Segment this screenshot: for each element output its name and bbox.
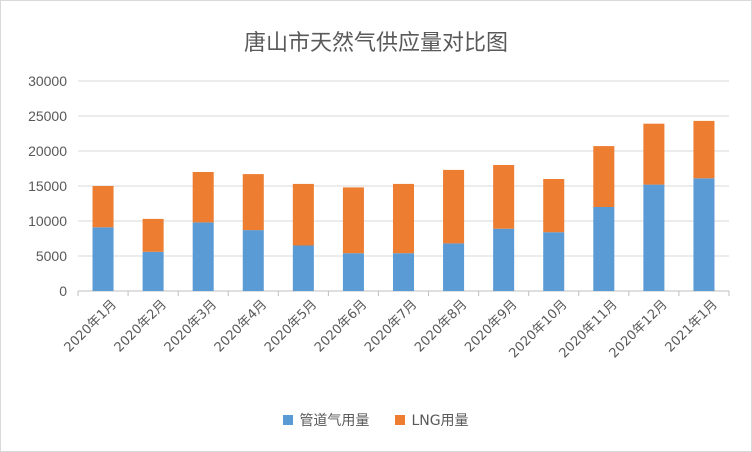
y-tick-label: 30000 xyxy=(28,73,67,89)
x-tick-label: 2020年1月 xyxy=(62,297,120,355)
legend-label-pipeline: 管道气用量 xyxy=(299,413,370,429)
bar-segment-lng xyxy=(693,120,715,179)
x-tick-label: 2020年8月 xyxy=(412,297,470,355)
legend-swatch-lng xyxy=(395,415,406,425)
legend-swatch-pipeline xyxy=(283,415,294,425)
bar-segment-lng xyxy=(543,179,565,233)
x-tick-label: 2020年5月 xyxy=(262,297,320,355)
bar-segment-lng xyxy=(342,187,364,254)
bar-segment-lng xyxy=(292,183,314,246)
bar-segment-pipeline xyxy=(693,178,715,291)
bar-segment-lng xyxy=(192,172,214,223)
bar-segment-lng xyxy=(92,186,114,228)
x-tick-label: 2020年6月 xyxy=(312,297,370,355)
chart-title: 唐山市天然气供应量对比图 xyxy=(243,31,508,56)
bar-segment-pipeline xyxy=(392,253,415,291)
legend-item-pipeline: 管道气用量 xyxy=(283,410,369,430)
bar-segment-lng xyxy=(493,165,515,229)
y-tick-label: 5000 xyxy=(36,248,67,264)
bar-segment-pipeline xyxy=(493,228,515,291)
y-tick-label: 15000 xyxy=(28,178,67,194)
legend: 管道气用量 LNG用量 xyxy=(1,410,751,430)
bar-segment-lng xyxy=(643,123,665,185)
bar-segment-lng xyxy=(242,174,264,231)
x-tick-label: 2020年7月 xyxy=(362,297,420,355)
legend-label-lng: LNG用量 xyxy=(411,413,469,429)
bar-segment-lng xyxy=(593,146,615,207)
y-tick-label: 20000 xyxy=(28,143,67,159)
x-tick-label: 2020年3月 xyxy=(162,297,220,355)
bar-segment-pipeline xyxy=(142,251,164,291)
bar-segment-lng xyxy=(142,218,164,252)
y-tick-label: 25000 xyxy=(28,108,67,124)
y-tick-label: 0 xyxy=(59,283,67,299)
x-tick-label: 2020年2月 xyxy=(112,297,170,355)
bar-segment-pipeline xyxy=(543,232,565,291)
bar-segment-pipeline xyxy=(92,227,114,291)
x-tick-label: 2020年4月 xyxy=(212,297,270,355)
bar-segment-pipeline xyxy=(292,245,314,291)
bar-segment-pipeline xyxy=(443,243,465,291)
bar-segment-pipeline xyxy=(593,207,615,291)
bar-segment-pipeline xyxy=(643,184,665,291)
y-tick-label: 10000 xyxy=(28,213,67,229)
bar-segment-pipeline xyxy=(192,222,214,291)
x-tick-label: 2021年1月 xyxy=(663,297,721,355)
bar-segment-pipeline xyxy=(342,253,364,291)
bar-segment-pipeline xyxy=(242,230,264,291)
legend-item-lng: LNG用量 xyxy=(395,410,469,430)
bar-segment-lng xyxy=(392,183,415,254)
bar-segment-lng xyxy=(443,169,465,244)
